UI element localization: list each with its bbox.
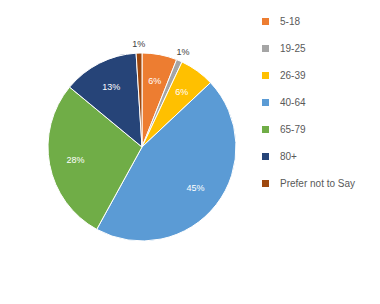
legend-label: 26-39 <box>280 70 306 81</box>
legend-swatch <box>262 126 269 133</box>
legend-swatch <box>262 72 269 79</box>
data-label: 6% <box>148 76 161 86</box>
legend-label: 80+ <box>280 151 297 162</box>
legend-swatch <box>262 153 269 160</box>
legend-label: 40-64 <box>280 97 306 108</box>
data-label: 28% <box>67 155 85 165</box>
data-labels: 6% 1% 6% 45% 28% 13% 1% <box>67 39 205 193</box>
legend-label: 5-18 <box>280 16 300 27</box>
legend-label: 65-79 <box>280 124 306 135</box>
pie-slice <box>70 53 142 147</box>
legend-swatch <box>262 18 269 25</box>
chart-container: 6% 1% 6% 45% 28% 13% 1% 5-18 19-25 26-39 40-64 65-7… <box>0 0 380 304</box>
legend-swatch <box>262 45 269 52</box>
data-label: 13% <box>102 82 120 92</box>
data-label: 1% <box>176 47 189 57</box>
pie-slice <box>136 53 142 147</box>
legend-swatch <box>262 180 269 187</box>
data-label: 1% <box>132 39 145 49</box>
background <box>0 0 380 304</box>
slices <box>48 53 236 241</box>
legend: 5-18 19-25 26-39 40-64 65-79 80+ Prefer not to… <box>262 16 355 189</box>
data-label: 45% <box>186 183 204 193</box>
legend-swatch <box>262 99 269 106</box>
chart-svg: 6% 1% 6% 45% 28% 13% 1% 5-18 19-25 26-39 40-64 65-7… <box>0 0 380 304</box>
legend-label: Prefer not to Say <box>280 178 355 189</box>
legend-label: 19-25 <box>280 43 306 54</box>
data-label: 6% <box>175 87 188 97</box>
